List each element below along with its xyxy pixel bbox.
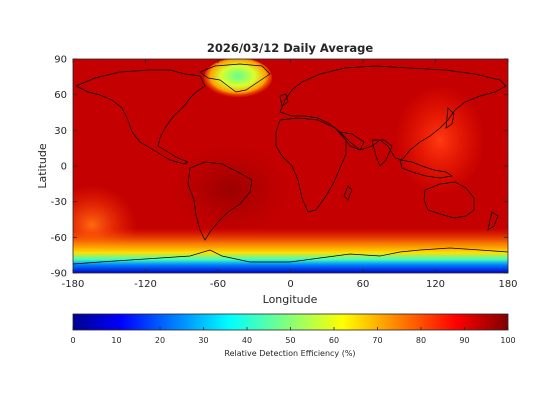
x-axis-label: Longitude xyxy=(263,293,318,306)
y-tick-label: -30 xyxy=(51,197,67,208)
x-tick-label: -180 xyxy=(62,279,85,290)
colorbar-tick-label: 0 xyxy=(70,336,75,345)
y-tick-label: -60 xyxy=(51,233,67,244)
colorbar-tick-label: 80 xyxy=(416,336,426,345)
x-tick-label: 60 xyxy=(357,279,370,290)
y-axis-ticks: 90 60 30 0 -30 -60 -90 xyxy=(51,55,508,280)
south-atlantic-shade xyxy=(170,145,290,235)
x-tick-label: -60 xyxy=(210,279,226,290)
coastline-indonesia xyxy=(399,159,453,179)
figure-title: 2026/03/12 Daily Average xyxy=(207,41,374,55)
coastline-arabia xyxy=(339,131,365,151)
x-tick-label: 0 xyxy=(287,279,293,290)
coastline-new-zealand xyxy=(487,211,499,231)
greenland-highlight xyxy=(204,59,272,98)
pacific-highlight xyxy=(395,85,485,195)
colorbar-tick-label: 10 xyxy=(111,336,121,345)
colorbar-label: Relative Detection Efficiency (%) xyxy=(224,349,355,358)
coastline-south-america xyxy=(187,161,253,241)
y-tick-label: -90 xyxy=(51,269,67,280)
colorbar-tick-label: 40 xyxy=(242,336,252,345)
x-tick-label: -120 xyxy=(134,279,157,290)
coastline-eurasia xyxy=(279,65,507,161)
coastline-britain xyxy=(279,93,289,107)
coastline-greenland xyxy=(199,63,271,93)
colorbar-tick-label: 70 xyxy=(372,336,382,345)
colorbar-tick-label: 90 xyxy=(459,336,469,345)
coastlines xyxy=(73,63,508,265)
coastline-japan xyxy=(445,107,455,129)
x-axis-ticks: -180 -120 -60 0 60 120 180 xyxy=(62,59,518,290)
colorbar-tick-label: 60 xyxy=(329,336,339,345)
y-tick-label: 60 xyxy=(54,90,67,101)
coastline-madagascar xyxy=(343,185,353,201)
colorbar-tick-label: 50 xyxy=(285,336,295,345)
x-tick-label: 180 xyxy=(498,279,517,290)
colorbar-tick-label: 30 xyxy=(198,336,208,345)
y-tick-label: 0 xyxy=(61,162,67,173)
colorbar-tick-label: 20 xyxy=(155,336,165,345)
y-tick-label: 30 xyxy=(54,126,67,137)
y-tick-label: 90 xyxy=(54,55,67,66)
coastline-india xyxy=(371,139,393,167)
coastline-north-america xyxy=(75,69,206,165)
x-tick-label: 120 xyxy=(426,279,445,290)
colorbar-tick-label: 100 xyxy=(500,336,515,345)
coastline-australia xyxy=(423,181,475,219)
colorbar-ticks: 0 10 20 30 40 50 60 70 80 90 100 xyxy=(70,327,516,345)
map-plot-area xyxy=(73,59,508,273)
coastline-africa xyxy=(275,117,347,213)
coastline-antarctica xyxy=(73,247,508,265)
y-axis-label: Latitude xyxy=(36,143,49,189)
south-polar-band xyxy=(73,228,508,273)
